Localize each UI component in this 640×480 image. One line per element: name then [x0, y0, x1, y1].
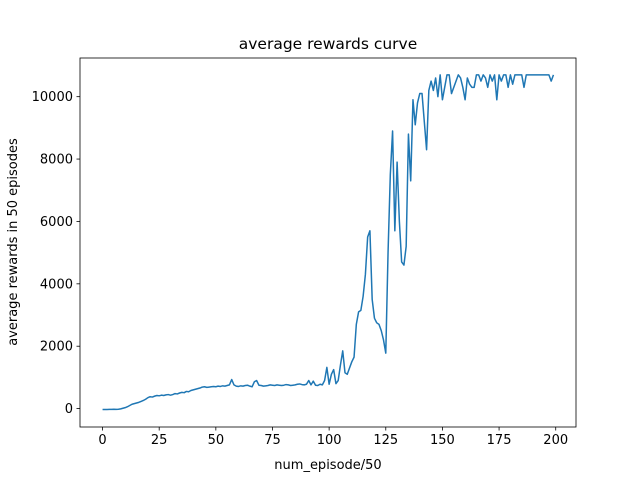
x-tick-label: 175 — [487, 433, 512, 448]
y-tick-label: 2000 — [40, 340, 73, 355]
y-axis-label: average rewards in 50 episodes — [6, 138, 21, 346]
line-series — [102, 74, 555, 411]
y-tick-label: 4000 — [40, 277, 73, 292]
x-tick-label: 100 — [317, 433, 342, 448]
x-tick-label: 150 — [430, 433, 455, 448]
x-tick-label: 0 — [98, 433, 106, 448]
x-tick-label: 25 — [151, 433, 168, 448]
x-tick-label: 75 — [264, 433, 281, 448]
y-tick-label: 0 — [65, 402, 73, 417]
x-tick-label: 200 — [543, 433, 568, 448]
y-tick-label: 6000 — [40, 215, 73, 230]
y-tick-label: 10000 — [32, 90, 73, 105]
axes-frame — [79, 57, 577, 428]
plot-area: 0 25 50 75 100 125 150 175 200020004000600080001… — [32, 74, 568, 448]
y-tick-label: 8000 — [40, 153, 73, 168]
chart-title: average rewards curve — [239, 35, 418, 53]
x-axis-label: num_episode/50 — [274, 458, 381, 473]
x-tick-label: 50 — [208, 433, 225, 448]
x-tick-label: 125 — [373, 433, 398, 448]
